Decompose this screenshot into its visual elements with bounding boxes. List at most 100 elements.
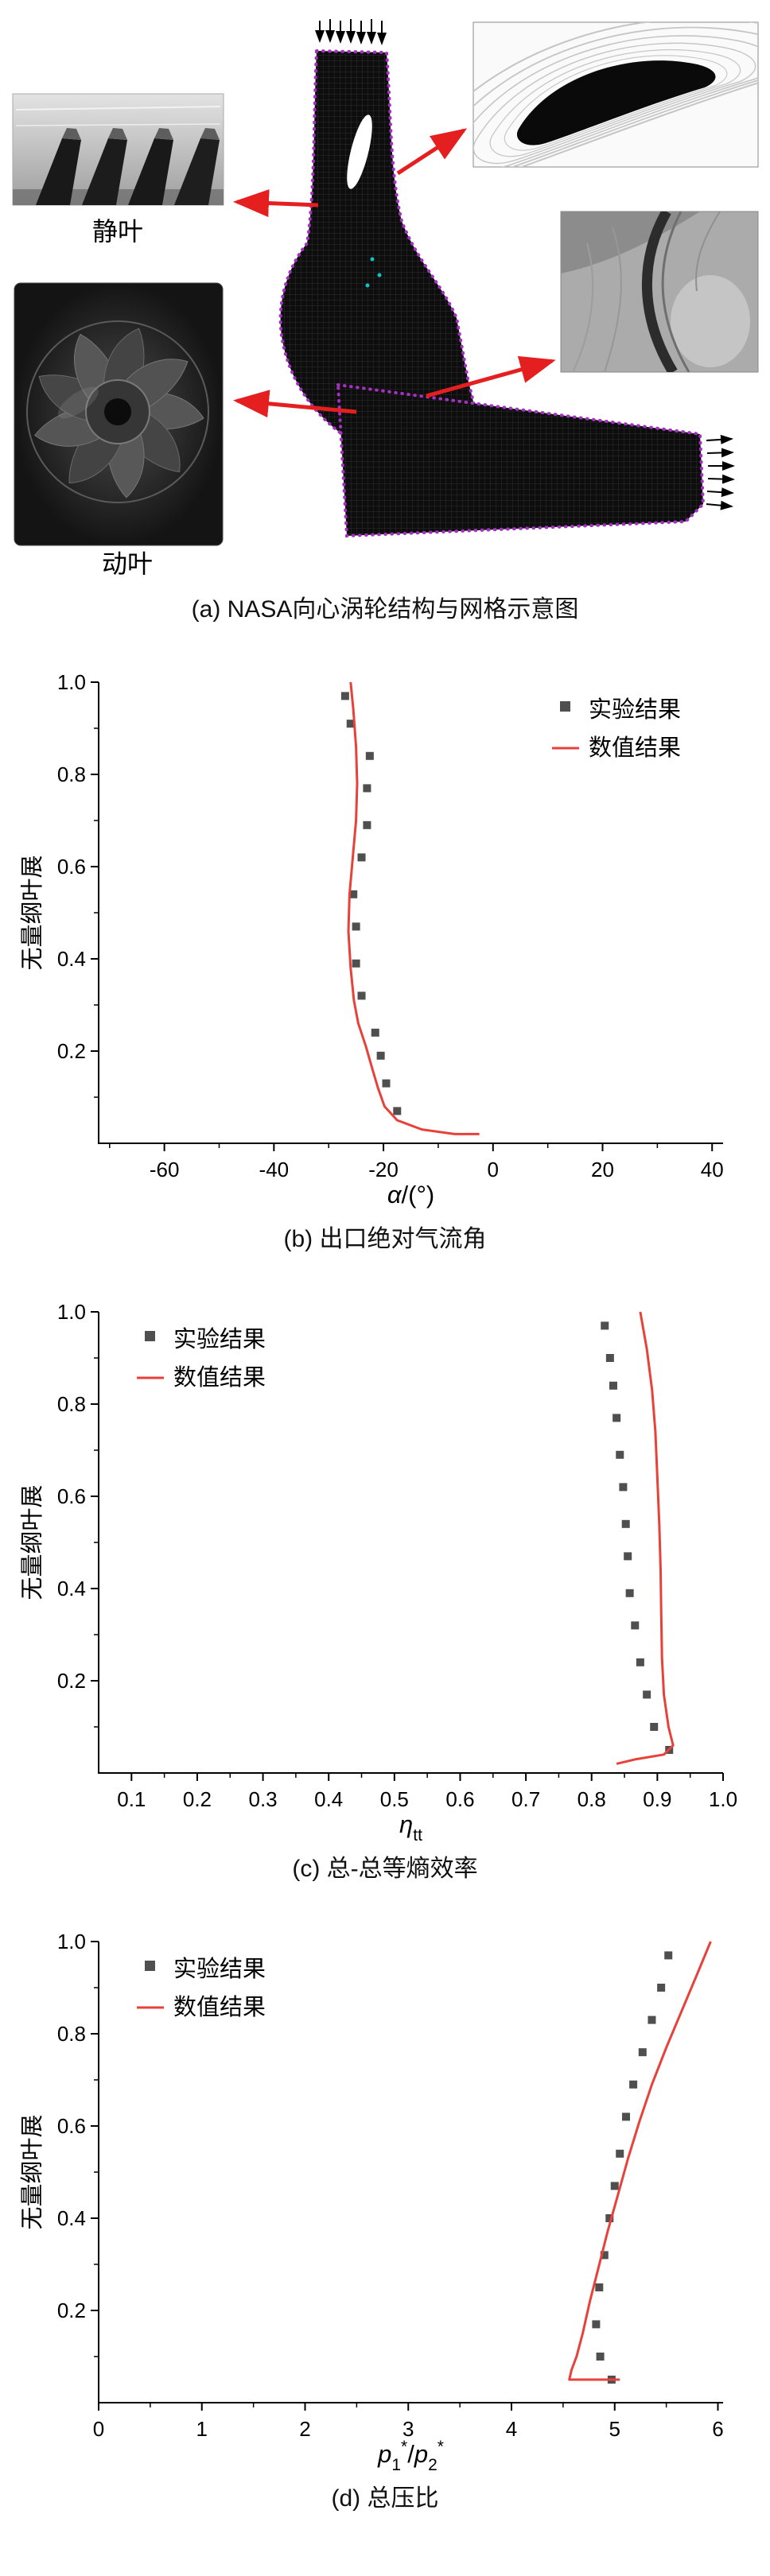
svg-text:0.6: 0.6	[57, 1484, 86, 1508]
axes	[91, 681, 723, 1151]
rotor-label: 动叶	[102, 549, 153, 578]
svg-text:0.4: 0.4	[57, 2206, 86, 2230]
svg-text:5: 5	[609, 2417, 620, 2441]
inlet-arrows	[315, 19, 387, 45]
rotor-wheel	[26, 320, 209, 503]
svg-text:0.8: 0.8	[57, 762, 86, 786]
arrow-to-stator-photo	[233, 189, 319, 218]
rotor-photo	[14, 282, 224, 546]
series-numerical	[347, 681, 480, 1135]
series-numerical	[568, 1941, 712, 2381]
chart-svg: 0.1 0.2 0.3 0.4 0.5 0.6 0.7 0.8 0.9 1.0 0.2 0.4 0.6 0…	[19, 1300, 737, 1845]
caption-d: (d) 总压比	[331, 2485, 439, 2512]
stator-blade-teeth	[36, 128, 220, 205]
chart-pressure-ratio: 0 1 2 3 4 5 6 0.2 0.4 0.6 0.8 1.0 实验结果数值结果 p1*/p2* 无量纲…	[11, 1922, 759, 2478]
tick-labels: 0 1 2 3 4 5 6 0.2 0.4 0.6 0.8 1.0	[57, 1930, 724, 2441]
svg-text:20: 20	[591, 1158, 614, 1181]
svg-text:0.4: 0.4	[57, 1577, 86, 1600]
series-experimental	[340, 692, 402, 1115]
svg-text:0.8: 0.8	[57, 1392, 86, 1416]
panel-c: 0.1 0.2 0.3 0.4 0.5 0.6 0.7 0.8 0.9 1.0 0.2 0.4 0.6 0…	[0, 1292, 770, 1895]
svg-text:0: 0	[93, 2417, 104, 2441]
y-axis-label: 无量纲叶展	[19, 855, 45, 970]
svg-text:-40: -40	[259, 1158, 290, 1181]
legend-label: 实验结果	[173, 1956, 266, 1982]
chart-exit-flow-angle: -60 -40 -20 0 20 40 0.2 0.4 0.6 0.8 1.0 实验结果数值结果 α/(…	[11, 662, 759, 1219]
y-axis-label: 无量纲叶展	[19, 2114, 45, 2229]
svg-text:0.2: 0.2	[57, 1039, 86, 1063]
callout-arrows	[233, 128, 556, 418]
svg-text:1.0: 1.0	[57, 670, 86, 694]
figure: 静叶	[0, 5, 770, 2524]
caption-b: (b) 出口绝对气流角	[283, 1226, 487, 1252]
y-axis-label: 无量纲叶展	[19, 1484, 45, 1600]
legend-label: 数值结果	[589, 735, 681, 761]
svg-text:0.6: 0.6	[445, 1787, 474, 1811]
svg-text:1: 1	[196, 2417, 208, 2441]
panel-d: 0 1 2 3 4 5 6 0.2 0.4 0.6 0.8 1.0 实验结果数值结果 p1*/p2* 无量纲…	[0, 1922, 770, 2524]
svg-text:0.1: 0.1	[117, 1787, 146, 1811]
axes	[91, 1311, 724, 1781]
svg-text:0.4: 0.4	[57, 947, 86, 971]
panel-a: 静叶	[0, 5, 770, 635]
nozzle-passage	[347, 114, 372, 189]
x-axis-label: α/(°)	[387, 1181, 434, 1208]
svg-text:0.7: 0.7	[511, 1787, 540, 1811]
svg-text:-60: -60	[150, 1158, 180, 1181]
stator-label: 静叶	[92, 217, 143, 246]
probe-dots	[365, 257, 382, 288]
arrow-to-rotor-photo	[233, 390, 357, 418]
svg-text:0.4: 0.4	[314, 1787, 343, 1811]
turbine-structure-diagram: 静叶	[12, 19, 759, 578]
x-axis-label: ηtt	[399, 1810, 422, 1845]
caption-c: (c) 总-总等熵效率	[292, 1856, 478, 1882]
x-axis-label: p1*/p2*	[377, 2438, 444, 2474]
tick-labels: 0.1 0.2 0.3 0.4 0.5 0.6 0.7 0.8 0.9 1.0 0.2 0.4 0.6 0…	[57, 1300, 737, 1811]
rotor-mesh-inset	[560, 211, 759, 373]
axes	[91, 1941, 723, 2411]
svg-text:2: 2	[299, 2417, 310, 2441]
svg-text:0.6: 0.6	[57, 855, 86, 879]
outlet-arrows	[706, 434, 735, 510]
legend-label: 实验结果	[589, 696, 681, 723]
svg-text:4: 4	[506, 2417, 517, 2441]
series-numerical	[616, 1311, 675, 1765]
legend-label: 实验结果	[173, 1326, 266, 1352]
svg-text:1.0: 1.0	[57, 1300, 86, 1324]
caption-a: (a) NASA向心涡轮结构与网格示意图	[191, 596, 579, 623]
svg-text:0.2: 0.2	[57, 1669, 86, 1693]
chart-isentropic-efficiency: 0.1 0.2 0.3 0.4 0.5 0.6 0.7 0.8 0.9 1.0 0.2 0.4 0.6 0…	[11, 1292, 759, 1849]
svg-text:-20: -20	[368, 1158, 399, 1181]
mesh-leg	[278, 48, 480, 436]
svg-text:0.2: 0.2	[57, 2299, 86, 2322]
legend-label: 数值结果	[173, 1364, 266, 1391]
svg-text:6: 6	[712, 2417, 723, 2441]
airfoil-mesh-inset	[472, 21, 759, 168]
svg-text:0.2: 0.2	[183, 1787, 212, 1811]
series-experimental	[592, 1951, 673, 2384]
arrow-to-airfoil-inset	[396, 128, 468, 176]
svg-text:0.6: 0.6	[57, 2114, 86, 2138]
svg-text:0.8: 0.8	[578, 1787, 606, 1811]
svg-text:0.5: 0.5	[380, 1787, 409, 1811]
tick-labels: -60 -40 -20 0 20 40 0.2 0.4 0.6 0.8 1.0	[57, 670, 724, 1181]
svg-text:1.0: 1.0	[709, 1787, 737, 1811]
mesh-diffuser	[336, 382, 706, 538]
series-experimental	[601, 1321, 674, 1754]
svg-text:1.0: 1.0	[57, 1930, 86, 1953]
svg-text:0.8: 0.8	[57, 2022, 86, 2046]
svg-text:0: 0	[488, 1158, 499, 1181]
turbine-mesh-body	[278, 48, 706, 538]
legend-label: 数值结果	[173, 1994, 266, 2020]
arrow-to-rotor-mesh-inset	[426, 355, 556, 398]
svg-text:40: 40	[701, 1158, 724, 1181]
panel-b: -60 -40 -20 0 20 40 0.2 0.4 0.6 0.8 1.0 实验结果数值结果 α/(…	[0, 662, 770, 1265]
svg-text:0.9: 0.9	[643, 1787, 671, 1811]
svg-text:3: 3	[402, 2417, 414, 2441]
svg-text:0.3: 0.3	[249, 1787, 278, 1811]
